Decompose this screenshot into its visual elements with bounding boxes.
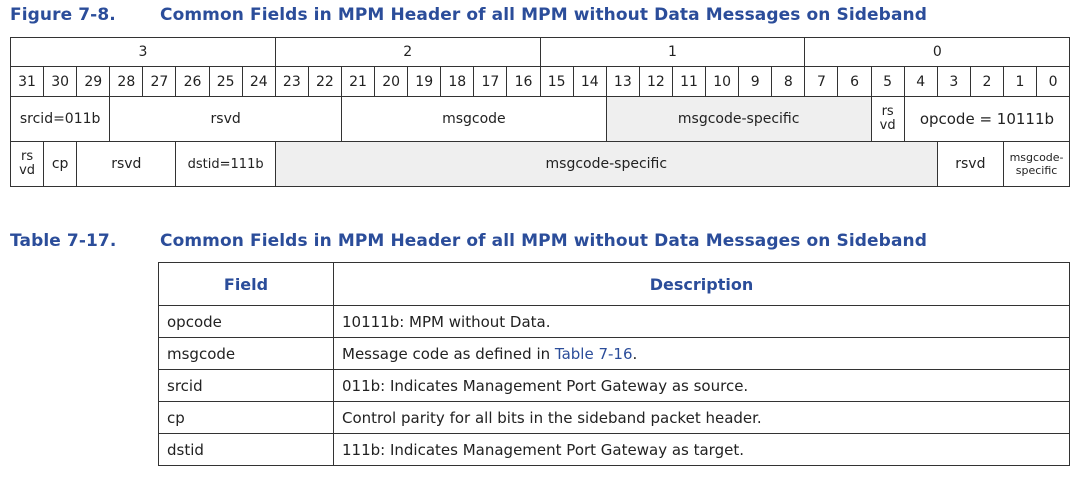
- bit-label: 15: [539, 66, 574, 97]
- description-cell: 011b: Indicates Management Port Gateway …: [333, 369, 1070, 402]
- rsvd-top-text: rs: [881, 104, 894, 119]
- header-bit-layout: 3 2 1 0 31 30 29 28 27 26 25 24 23 22 21…: [9, 37, 1071, 187]
- figure-number: Figure 7-8.: [10, 5, 116, 25]
- table-number: Table 7-17.: [10, 231, 117, 251]
- bit-label: 5: [870, 66, 905, 97]
- table-7-16-link[interactable]: Table 7-16: [554, 344, 633, 363]
- bit-label: 6: [837, 66, 872, 97]
- rsvd-field-2: rsvd: [936, 141, 1004, 187]
- bit-label: 27: [142, 66, 177, 97]
- bit-label: 22: [307, 66, 342, 97]
- bit-label: 0: [1036, 66, 1071, 97]
- byte-label: 1: [539, 37, 806, 67]
- table-row: msgcode Message code as defined in Table…: [158, 337, 1070, 370]
- description-cell: Control parity for all bits in the sideb…: [333, 401, 1070, 434]
- field-cell: opcode: [158, 305, 334, 338]
- byte-label: 0: [804, 37, 1071, 67]
- description-cell: Message code as defined in Table 7-16.: [333, 337, 1070, 370]
- field-description-table: Field Description opcode 10111b: MPM wit…: [158, 262, 1070, 466]
- description-text: Message code as defined in: [342, 344, 555, 363]
- bit-number-row: 31 30 29 28 27 26 25 24 23 22 21 20 19 1…: [9, 66, 1071, 97]
- bit-label: 18: [440, 66, 475, 97]
- field-cell: dstid: [158, 433, 334, 466]
- bit-label: 29: [76, 66, 111, 97]
- table-row: srcid 011b: Indicates Management Port Ga…: [158, 369, 1070, 402]
- table-row: opcode 10111b: MPM without Data.: [158, 305, 1070, 338]
- bit-label: 11: [671, 66, 707, 97]
- rsvd-bottom-text: vd: [879, 118, 896, 133]
- msgcode-specific-field: msgcode-specific: [605, 96, 872, 142]
- bit-label: 20: [374, 66, 409, 97]
- table-title: Common Fields in MPM Header of all MPM w…: [160, 231, 927, 251]
- bit-label: 12: [638, 66, 673, 97]
- bit-label: 4: [903, 66, 938, 97]
- bit-label: 16: [506, 66, 541, 97]
- table-row: cp Control parity for all bits in the si…: [158, 401, 1070, 434]
- rsvd-field: rsvd: [76, 141, 177, 187]
- bit-label: 31: [9, 66, 45, 97]
- byte-label: 2: [274, 37, 541, 67]
- bit-label: 30: [43, 66, 78, 97]
- byte-label: 3: [10, 37, 276, 67]
- bit-label: 7: [804, 66, 839, 97]
- field-cell: msgcode: [158, 337, 334, 370]
- msgcode-field: msgcode: [340, 96, 607, 142]
- srcid-field: srcid=011b: [9, 96, 111, 142]
- rsvd-top-text: rs: [20, 149, 34, 164]
- bit-label: 14: [572, 66, 607, 97]
- bit-label: 1: [1002, 66, 1038, 97]
- bit-label: 26: [175, 66, 210, 97]
- table-row: dstid 111b: Indicates Management Port Ga…: [158, 433, 1070, 466]
- bit-label: 24: [241, 66, 276, 97]
- rsvd-bit-field: rs vd: [9, 141, 45, 187]
- bit-label: 8: [771, 66, 806, 97]
- msgcode-specific-field: msgcode-specific: [274, 141, 938, 187]
- bit-label: 28: [109, 66, 144, 97]
- bit-label: 2: [969, 66, 1004, 97]
- bit-label: 25: [208, 66, 243, 97]
- table-caption: Table 7-17. Common Fields in MPM Header …: [10, 231, 1070, 253]
- field-column-header: Field: [158, 262, 334, 306]
- rsvd-bottom-text: vd: [19, 163, 36, 178]
- bit-label: 23: [274, 66, 309, 97]
- dstid-field: dstid=111b: [175, 141, 276, 187]
- bit-label: 13: [605, 66, 640, 97]
- field-cell: cp: [158, 401, 334, 434]
- rsvd-bit-field: rs vd: [870, 96, 905, 142]
- description-cell: 111b: Indicates Management Port Gateway …: [333, 433, 1070, 466]
- msgcode-specific-small-top: msgcode-: [1009, 151, 1064, 164]
- bit-label: 9: [738, 66, 773, 97]
- description-text: .: [632, 344, 638, 363]
- byte-header-row: 3 2 1 0: [10, 37, 1071, 67]
- msgcode-specific-small-bottom: specific: [1015, 164, 1058, 177]
- table-header-row: Field Description: [158, 262, 1070, 306]
- field-row-1: srcid=011b rsvd msgcode msgcode-specific…: [9, 96, 1071, 142]
- field-row-2: rs vd cp rsvd dstid=111b msgcode-specific…: [9, 141, 1071, 187]
- bit-label: 17: [473, 66, 508, 97]
- figure-caption: Figure 7-8. Common Fields in MPM Header …: [10, 5, 1070, 27]
- description-column-header: Description: [333, 262, 1070, 306]
- bit-label: 3: [936, 66, 971, 97]
- bit-label: 19: [407, 66, 442, 97]
- field-cell: srcid: [158, 369, 334, 402]
- opcode-field: opcode = 10111b: [903, 96, 1071, 142]
- description-cell: 10111b: MPM without Data.: [333, 305, 1070, 338]
- rsvd-field: rsvd: [109, 96, 342, 142]
- msgcode-specific-small-field: msgcode-specific: [1002, 141, 1071, 187]
- cp-field: cp: [43, 141, 78, 187]
- figure-title: Common Fields in MPM Header of all MPM w…: [160, 5, 927, 25]
- bit-label: 21: [340, 66, 376, 97]
- bit-label: 10: [705, 66, 740, 97]
